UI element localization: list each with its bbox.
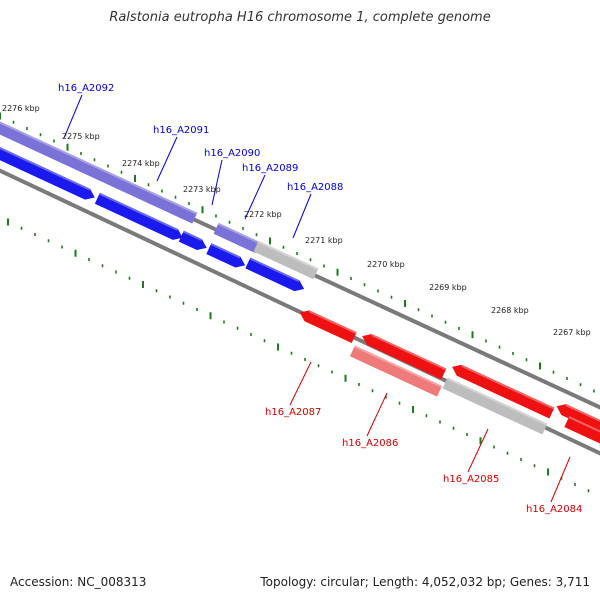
kbp-label-8: 2268 kbp — [491, 306, 529, 315]
labels: 2276 kbp 2275 kbp 2274 kbp 2273 kbp 2272 kbp… — [2, 83, 591, 515]
gene-label-h16_A2092[interactable]: h16_A2092 — [58, 83, 114, 94]
gene-arrow-h16_A2087 — [299, 310, 357, 344]
gene-arrow-h16_A2091-highlight — [99, 192, 178, 231]
map-title: Ralstonia eutropha H16 chromosome 1, com… — [109, 10, 491, 25]
gene-bar-h16_A2089-upper-shape — [213, 222, 261, 254]
leader-h16_A2091 — [156, 136, 178, 182]
gene-arrow-h16_A2086 — [362, 334, 447, 380]
gene-bar-h16_A2088-upper — [253, 240, 319, 280]
leader-h16_A2087 — [289, 361, 312, 406]
leader-h16_A2084 — [550, 456, 571, 503]
gene-arrow-h16_A2085-shape — [452, 364, 555, 419]
gene-arrow-h16_A2091 — [94, 192, 183, 240]
gene-features — [0, 120, 600, 444]
gene-bar-h16_A2084-lower — [564, 416, 600, 444]
gene-bar-h16_A2089-upper-highlight — [217, 222, 261, 245]
leader-h16_A2088 — [292, 193, 312, 239]
gene-label-h16_A2087[interactable]: h16_A2087 — [265, 407, 321, 418]
gene-label-h16_A2090[interactable]: h16_A2090 — [204, 148, 260, 159]
gene-arrow-h16_A2088-shape — [245, 257, 305, 292]
gene-arrow-h16_A2088-highlight — [249, 257, 300, 283]
accession-text: Accession: NC_008313 — [10, 575, 147, 589]
leader-h16_A2092 — [63, 94, 83, 139]
gene-arrow-h16_A2084-highlight — [565, 404, 600, 427]
leader-h16_A2085 — [467, 428, 489, 473]
gene-arrow-h16_A2087-highlight — [308, 310, 357, 334]
gene-label-h16_A2088[interactable]: h16_A2088 — [287, 182, 343, 193]
gene-arrow-h16_A2090-highlight — [182, 230, 202, 241]
gene-arrow-h16_A2086-shape — [362, 334, 447, 380]
gene-bar-h16_A2085-lower — [442, 377, 548, 435]
gene-bar-h16_A2084-lower-shape — [564, 416, 600, 444]
kbp-label-1: 2275 kbp — [62, 132, 100, 141]
gene-arrow-h16_A2092-highlight — [0, 145, 91, 191]
gene-arrow-h16_A2089-shape — [206, 243, 246, 268]
kbp-label-5: 2271 kbp — [305, 236, 343, 245]
kbp-label-0: 2276 kbp — [2, 104, 40, 113]
gene-arrow-h16_A2092-shape — [0, 145, 95, 200]
kbp-label-3: 2273 kbp — [183, 185, 221, 194]
gene-arrow-h16_A2084-shape — [556, 404, 600, 436]
gene-arrow-h16_A2090 — [178, 230, 207, 250]
leader-h16_A2090 — [211, 159, 223, 206]
gene-arrow-h16_A2085-highlight — [461, 364, 555, 410]
gene-bar-h16_A2092-upper-shape — [0, 120, 198, 224]
leader-h16_A2089 — [244, 174, 266, 220]
gene-arrow-h16_A2084 — [556, 404, 600, 436]
gene-arrow-h16_A2089-highlight — [210, 243, 241, 259]
kbp-label-9: 2267 kbp — [553, 328, 591, 337]
gene-bar-h16_A2084-lower-highlight — [568, 416, 600, 435]
kbp-label-4: 2272 kbp — [244, 210, 282, 219]
kbp-label-7: 2269 kbp — [429, 283, 467, 292]
leader-h16_A2086 — [366, 392, 388, 437]
kbp-label-2: 2274 kbp — [122, 159, 160, 168]
gene-label-h16_A2089[interactable]: h16_A2089 — [242, 163, 298, 174]
gene-arrow-h16_A2092 — [0, 145, 95, 200]
gene-bar-h16_A2092-upper-highlight — [0, 120, 198, 215]
gene-label-h16_A2085[interactable]: h16_A2085 — [443, 474, 499, 485]
gene-bar-h16_A2086-lower-highlight — [354, 345, 443, 388]
gene-bar-h16_A2088-upper-shape — [253, 240, 319, 280]
gene-bar-h16_A2092-upper — [0, 120, 198, 224]
gene-arrow-h16_A2088 — [245, 257, 305, 292]
gene-arrow-h16_A2089 — [206, 243, 246, 268]
summary-text: Topology: circular; Length: 4,052,032 bp… — [260, 575, 590, 589]
gene-arrow-h16_A2085 — [452, 364, 555, 419]
kbp-label-6: 2270 kbp — [367, 260, 405, 269]
gene-bar-h16_A2085-lower-shape — [442, 377, 548, 435]
tick-marks — [0, 112, 595, 493]
gene-bar-h16_A2089-upper — [213, 222, 261, 254]
gene-arrow-h16_A2086-highlight — [371, 334, 447, 371]
gene-arrow-h16_A2090-shape — [178, 230, 207, 250]
gene-label-h16_A2091[interactable]: h16_A2091 — [153, 125, 209, 136]
gene-label-h16_A2086[interactable]: h16_A2086 — [342, 438, 398, 449]
gene-bar-h16_A2085-lower-highlight — [446, 377, 548, 426]
gene-bar-h16_A2086-lower-shape — [349, 345, 443, 397]
gene-label-h16_A2084[interactable]: h16_A2084 — [526, 504, 582, 515]
gene-arrow-h16_A2087-shape — [299, 310, 357, 344]
gene-arrow-h16_A2091-shape — [94, 192, 183, 240]
label-leader-lines — [63, 94, 571, 503]
gene-bar-h16_A2086-lower — [349, 345, 443, 397]
gene-bar-h16_A2088-upper-highlight — [257, 240, 319, 271]
